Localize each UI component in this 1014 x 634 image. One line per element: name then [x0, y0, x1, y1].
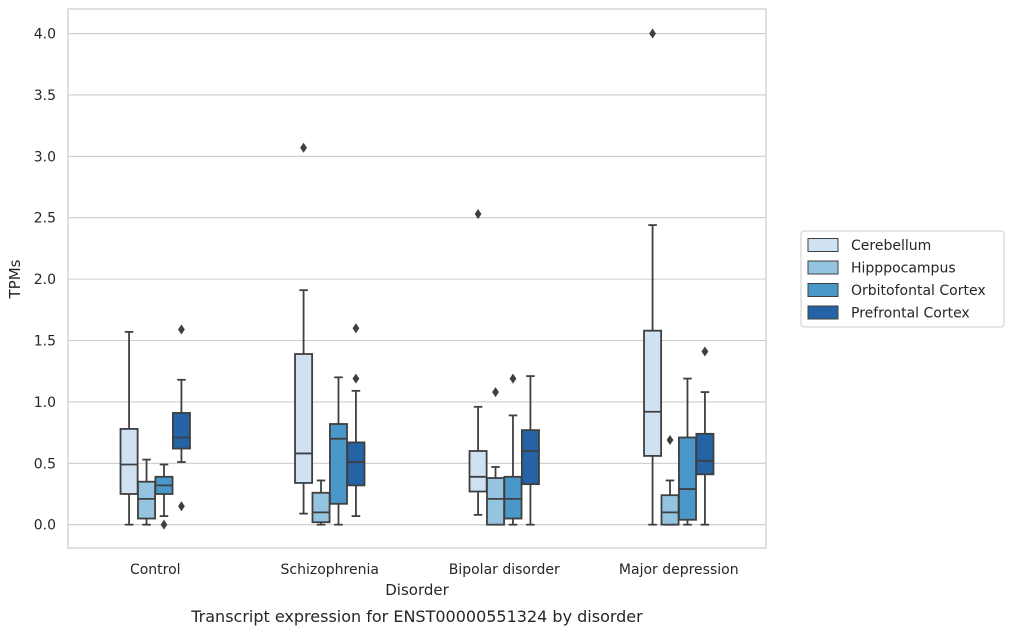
box-group — [695, 346, 715, 526]
outlier-point — [701, 346, 709, 357]
outlier-point — [492, 387, 499, 398]
legend-swatch — [807, 305, 839, 320]
y-tick-label: 2.5 — [34, 211, 56, 227]
box-group — [137, 458, 156, 526]
legend-swatch — [807, 283, 839, 297]
box-iqr — [695, 432, 715, 476]
y-axis-title: TPMs — [6, 259, 24, 299]
box-iqr — [329, 423, 348, 505]
box-group — [119, 331, 139, 526]
box-group — [520, 375, 540, 526]
box-group — [171, 324, 191, 512]
y-tick-label: 3.5 — [34, 88, 56, 104]
legend-label: Orbitofontal Cortex — [851, 283, 986, 299]
box-iqr — [520, 429, 540, 486]
legend: Cerebellum Hipppocampus Orbitofontal Corte… — [800, 230, 1005, 328]
outlier-point — [178, 324, 185, 335]
y-tick-label: 3.0 — [34, 149, 56, 165]
y-tick-labels: 0.0 0.5 1.0 1.5 2.0 2.5 3.0 3.5 4.0 — [34, 27, 56, 534]
legend-swatch — [807, 260, 839, 275]
box-iqr — [468, 450, 488, 493]
box-iqr — [660, 494, 680, 526]
legend-frame — [800, 230, 1005, 328]
outlier-point — [300, 142, 307, 153]
legend-label: Prefrontal Cortex — [851, 306, 970, 322]
outlier-point — [352, 373, 360, 384]
box-group — [154, 463, 174, 530]
box-iqr — [643, 329, 663, 457]
box-group — [660, 434, 680, 526]
box-iqr — [503, 475, 523, 520]
box-group — [294, 142, 314, 515]
y-tick-label: 0.5 — [34, 456, 56, 472]
box-group — [311, 479, 331, 526]
box-iqr — [294, 353, 314, 484]
x-tick-label: Bipolar disorder — [449, 562, 560, 578]
box-iqr — [311, 491, 331, 524]
chart-caption: Transcript expression for ENST0000055132… — [190, 607, 643, 626]
y-tick-label: 4.0 — [34, 27, 56, 43]
x-tick-label: Schizophrenia — [281, 562, 379, 578]
box-group — [643, 28, 663, 526]
y-tick-label: 2.0 — [34, 272, 56, 288]
outlier-point — [352, 323, 360, 334]
outlier-point — [160, 519, 168, 530]
box-iqr — [171, 412, 191, 450]
box-group — [678, 377, 697, 526]
x-tick-label: Major depression — [619, 562, 739, 578]
x-tick-labels: Control Schizophrenia Bipolar disorder Majo… — [130, 562, 739, 578]
box-series — [119, 28, 715, 530]
legend-swatch — [807, 238, 839, 252]
box-group — [486, 387, 505, 526]
box-group — [503, 373, 523, 526]
box-group — [329, 376, 348, 526]
box-group — [346, 323, 366, 517]
x-axis-title: Disorder — [385, 581, 449, 599]
box-iqr — [119, 428, 139, 495]
y-tick-label: 1.0 — [34, 395, 56, 411]
box-iqr — [678, 436, 697, 521]
box-iqr — [486, 477, 505, 526]
plot-frame — [67, 8, 767, 549]
y-tick-label: 0.0 — [34, 518, 56, 534]
box-iqr — [137, 480, 156, 520]
y-tick-label: 1.5 — [34, 334, 56, 350]
box-group — [468, 209, 488, 516]
legend-label: Hipppocampus — [851, 261, 956, 277]
box-iqr — [346, 441, 366, 487]
outlier-point — [649, 28, 656, 39]
outlier-point — [509, 373, 517, 384]
grid-lines — [68, 33, 766, 526]
outlier-point — [474, 209, 482, 220]
outlier-point — [178, 501, 185, 512]
x-tick-label: Control — [130, 562, 181, 578]
outlier-point — [666, 434, 674, 445]
legend-label: Cerebellum — [851, 238, 931, 254]
